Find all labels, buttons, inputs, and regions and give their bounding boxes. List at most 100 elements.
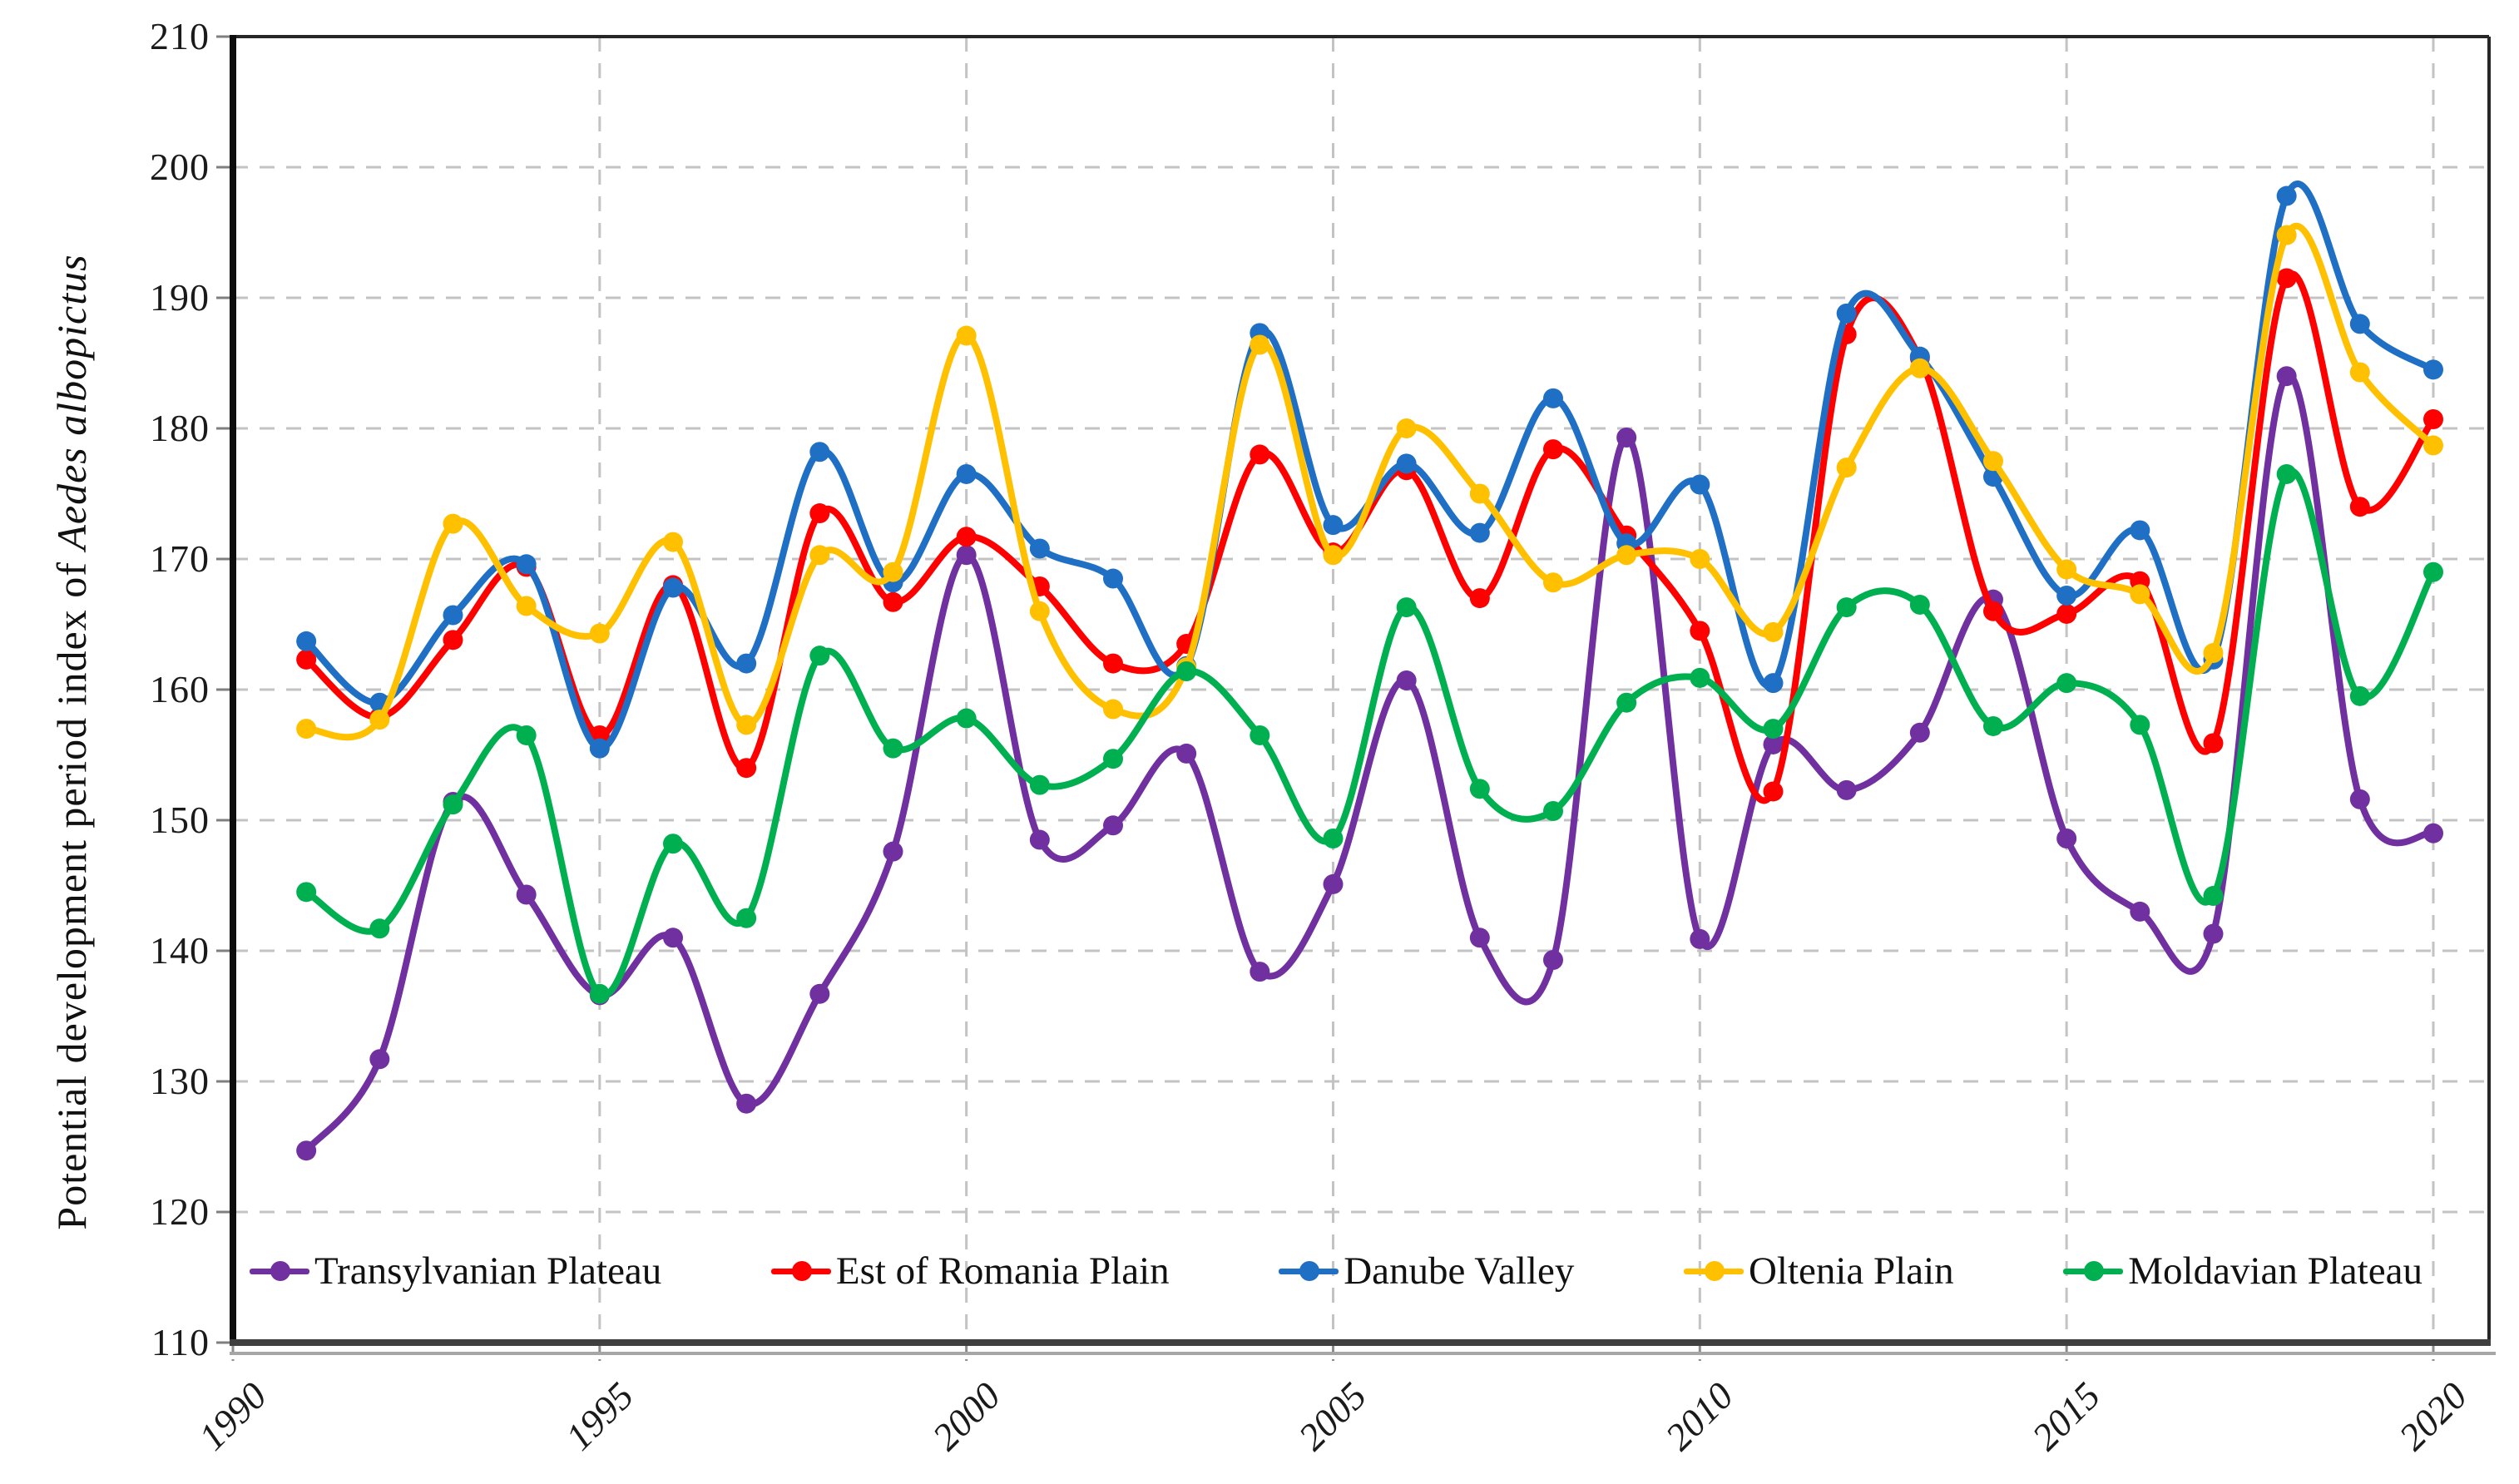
data-point xyxy=(516,725,537,745)
data-point xyxy=(1836,458,1857,478)
data-point xyxy=(589,738,610,759)
data-point xyxy=(1542,949,1563,970)
legend-label: Transylvanian Plateau xyxy=(314,1249,662,1293)
data-point xyxy=(1250,334,1270,355)
data-point xyxy=(1396,670,1417,691)
data-point xyxy=(1836,303,1857,324)
y-tick-label: 150 xyxy=(150,799,210,841)
data-point xyxy=(2349,789,2370,809)
data-point xyxy=(1396,418,1417,438)
data-point xyxy=(2349,314,2370,334)
legend-item-moldavian-plateau: Moldavian Plateau xyxy=(2063,1249,2422,1294)
data-point xyxy=(1469,779,1490,799)
data-point xyxy=(1616,545,1637,566)
legend-item-transylvanian-plateau: Transylvanian Plateau xyxy=(250,1249,661,1294)
data-point xyxy=(443,630,463,650)
data-point xyxy=(296,719,317,740)
data-point xyxy=(2349,685,2370,706)
data-point xyxy=(516,884,537,905)
data-point xyxy=(956,463,977,484)
series-line-moldavian-plateau xyxy=(303,467,2437,999)
data-point xyxy=(1469,522,1490,543)
data-point xyxy=(662,577,683,598)
data-point xyxy=(1102,815,1123,836)
legend-marker-icon xyxy=(2063,1260,2124,1282)
data-point xyxy=(2276,463,2297,484)
data-point xyxy=(809,646,830,666)
data-point xyxy=(369,918,390,939)
data-point xyxy=(2349,497,2370,517)
data-point xyxy=(1542,801,1563,822)
y-tick-label: 110 xyxy=(151,1321,210,1363)
data-point xyxy=(2056,603,2077,624)
legend-marker-icon xyxy=(770,1260,831,1282)
data-point xyxy=(1763,621,1784,642)
data-point xyxy=(1029,774,1050,795)
y-tick-label: 180 xyxy=(150,407,210,449)
data-point xyxy=(1616,692,1637,713)
data-point xyxy=(2203,886,2224,907)
y-axis-title-text: Potential development period index of xyxy=(48,550,95,1230)
data-point xyxy=(2203,643,2224,664)
data-point xyxy=(2130,520,2150,541)
data-point xyxy=(1102,568,1123,589)
y-tick-label: 160 xyxy=(150,668,210,710)
data-point xyxy=(883,561,903,582)
data-point xyxy=(1542,388,1563,408)
legend-dot xyxy=(270,1261,290,1281)
data-point xyxy=(1690,621,1710,641)
data-point xyxy=(1909,594,1930,615)
legend-label: Moldavian Plateau xyxy=(2128,1249,2422,1293)
data-point xyxy=(1250,962,1270,982)
data-point xyxy=(2422,561,2443,582)
data-point xyxy=(1102,653,1123,674)
data-point xyxy=(516,596,537,616)
data-point xyxy=(1029,829,1050,850)
data-point xyxy=(443,513,463,534)
data-point xyxy=(1469,483,1490,504)
data-point xyxy=(2203,923,2224,944)
data-point xyxy=(296,1140,317,1161)
data-point xyxy=(662,928,683,948)
legend-marker-icon xyxy=(250,1260,309,1282)
data-point xyxy=(2422,409,2443,430)
data-point xyxy=(589,983,610,1004)
legend-dot xyxy=(1299,1261,1320,1281)
data-point xyxy=(736,715,757,735)
data-point xyxy=(1909,722,1930,743)
data-point xyxy=(2276,268,2297,289)
data-point xyxy=(956,545,977,566)
data-point xyxy=(2203,733,2224,754)
legend-dot xyxy=(791,1261,812,1281)
legend-label: Est of Romania Plain xyxy=(835,1249,1170,1293)
data-point xyxy=(2422,435,2443,456)
data-point xyxy=(956,708,977,729)
data-point xyxy=(1323,828,1344,848)
data-point xyxy=(369,1049,390,1070)
data-point xyxy=(662,532,683,552)
data-point xyxy=(2130,584,2150,605)
data-point xyxy=(1176,743,1197,764)
data-point xyxy=(1690,928,1710,949)
data-point xyxy=(956,325,977,346)
data-point xyxy=(1323,515,1344,536)
data-point xyxy=(1469,928,1490,948)
data-point xyxy=(1763,673,1784,694)
data-point xyxy=(1396,597,1417,618)
data-point xyxy=(1396,453,1417,474)
data-point xyxy=(2276,366,2297,387)
data-point xyxy=(809,545,830,566)
data-point xyxy=(2422,823,2443,843)
data-point xyxy=(1836,597,1857,618)
series-line-oltenia-plain xyxy=(303,223,2437,741)
data-point xyxy=(1176,661,1197,682)
legend-marker-icon xyxy=(1279,1260,1339,1282)
data-point xyxy=(1029,601,1050,621)
data-point xyxy=(1836,779,1857,800)
data-point xyxy=(2276,186,2297,206)
data-point xyxy=(1982,451,2003,472)
data-point xyxy=(662,834,683,854)
data-point xyxy=(1102,699,1123,720)
legend-item-danube-valley: Danube Valley xyxy=(1279,1249,1574,1294)
data-point xyxy=(1542,572,1563,593)
